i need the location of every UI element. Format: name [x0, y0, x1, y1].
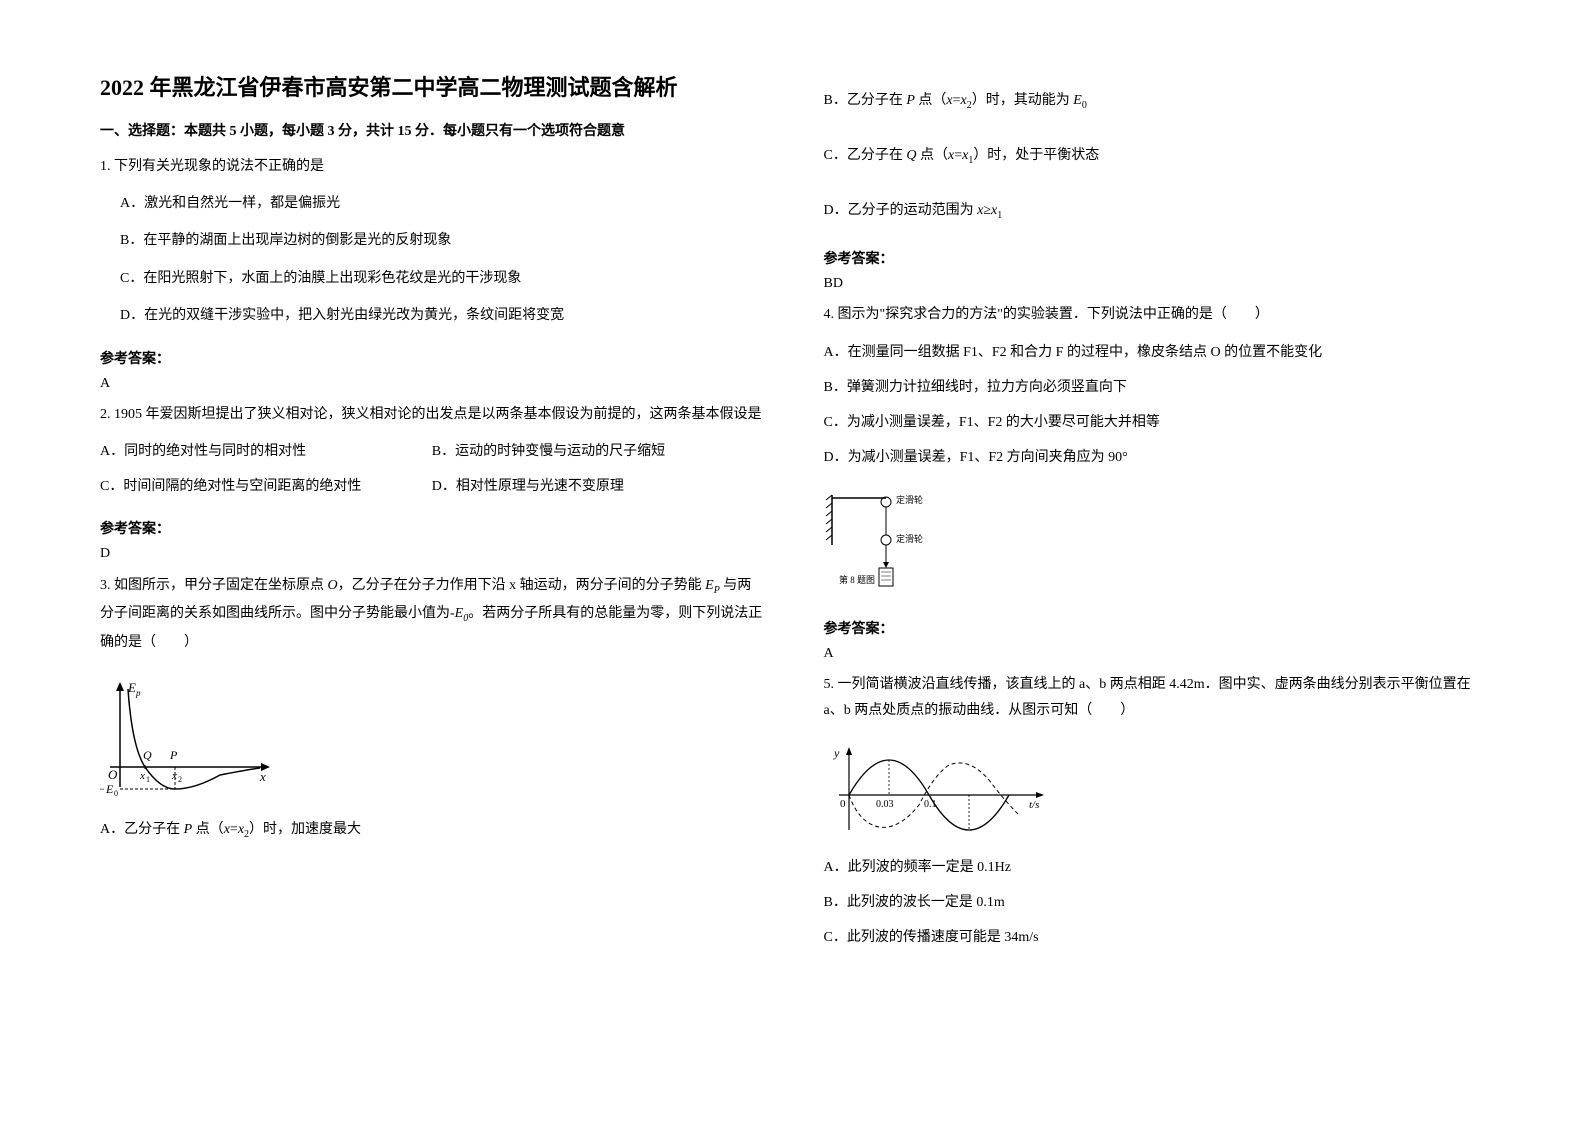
q3-optA-1: A．乙分子在	[100, 822, 184, 837]
q1-answer: A	[100, 376, 764, 392]
q4-figure: 定滑轮 定滑轮 第 8 题图	[824, 490, 1488, 600]
q3-chart: E p O Q P x 1 x 2 x − E 0	[100, 677, 280, 807]
q3-optB-E: E	[1073, 93, 1082, 108]
q3-text1: 3. 如图所示，甲分子固定在坐标原点	[100, 578, 328, 593]
q3-optA-eq: =	[230, 822, 238, 837]
q3-O: O	[328, 578, 338, 593]
q2-optD: D．相对性原理与光速不变原理	[432, 474, 764, 499]
q2-answer: D	[100, 546, 764, 562]
q3-optB: B．乙分子在 P 点（x=x2）时，其动能为 E0	[824, 88, 1488, 115]
q3-optA-3: ）时，加速度最大	[249, 822, 361, 837]
q3-optA-P: P	[184, 822, 193, 837]
svg-text:x: x	[139, 770, 145, 782]
q4-optB: B．弹簧测力计拉细线时，拉力方向必须竖直向下	[824, 375, 1488, 400]
q1-optD: D．在光的双缝干涉实验中，把入射光由绿光改为黄光，条纹间距将变宽	[120, 303, 764, 328]
svg-text:x: x	[259, 769, 266, 784]
q3-optB-P: P	[906, 93, 915, 108]
q5-intro: 5. 一列简谐横波沿直线传播，该直线上的 a、b 两点相距 4.42m．图中实、…	[824, 672, 1488, 722]
q3-figure: E p O Q P x 1 x 2 x − E 0	[100, 677, 764, 807]
q2-optB: B．运动的时钟变慢与运动的尺子缩短	[432, 439, 764, 464]
q3-answer: BD	[824, 276, 1488, 292]
q2-row2: C．时间间隔的绝对性与空间距离的绝对性 D．相对性原理与光速不变原理	[100, 474, 764, 499]
svg-text:1: 1	[146, 775, 150, 784]
q3-optC-2: 点（	[916, 148, 948, 163]
q4-optD: D．为减小测量误差，F1、F2 方向间夹角应为 90°	[824, 445, 1488, 470]
q3-optB-2: 点（	[915, 93, 947, 108]
q3-optC-1: C．乙分子在	[824, 148, 907, 163]
svg-text:定滑轮: 定滑轮	[896, 533, 923, 544]
svg-text:p: p	[135, 688, 141, 698]
q1-optB: B．在平静的湖面上出现岸边树的倒影是光的反射现象	[120, 228, 764, 253]
section-header: 一、选择题：本题共 5 小题，每小题 3 分，共计 15 分．每小题只有一个选项…	[100, 120, 764, 140]
right-column: B．乙分子在 P 点（x=x2）时，其动能为 E0 C．乙分子在 Q 点（x=x…	[824, 70, 1488, 1052]
q4-optA: A．在测量同一组数据 F1、F2 和合力 F 的过程中，橡皮条结点 O 的位置不…	[824, 340, 1488, 365]
svg-text:E: E	[105, 782, 114, 796]
q2-intro: 2. 1905 年爱因斯坦提出了狭义相对论，狭义相对论的出发点是以两条基本假设为…	[100, 402, 764, 427]
svg-text:x: x	[171, 770, 177, 782]
q2-optA: A．同时的绝对性与同时的相对性	[100, 439, 432, 464]
q3-intro: 3. 如图所示，甲分子固定在坐标原点 O，乙分子在分子力作用下沿 x 轴运动，两…	[100, 572, 764, 658]
svg-text:E: E	[127, 680, 136, 695]
q1-intro: 1. 下列有关光现象的说法不正确的是	[100, 154, 764, 179]
svg-text:O: O	[108, 767, 118, 782]
q4-optC: C．为减小测量误差，F1、F2 的大小要尽可能大并相等	[824, 410, 1488, 435]
svg-text:P: P	[169, 748, 178, 762]
q3-optD: D．乙分子的运动范围为 x≥x1	[824, 198, 1488, 225]
svg-text:y: y	[833, 746, 840, 760]
svg-text:0: 0	[840, 798, 846, 810]
q3-optB-1: B．乙分子在	[824, 93, 907, 108]
svg-text:0.1: 0.1	[924, 799, 937, 810]
q4-answer: A	[824, 646, 1488, 662]
q2-row1: A．同时的绝对性与同时的相对性 B．运动的时钟变慢与运动的尺子缩短	[100, 439, 764, 464]
q4-diagram: 定滑轮 定滑轮 第 8 题图	[824, 490, 954, 600]
q3-optB-3: ）时，其动能为	[972, 93, 1074, 108]
q5-chart: y 0 0.03 0.1 t/s	[824, 745, 1064, 845]
q1-optA: A．激光和自然光一样，都是偏振光	[120, 191, 764, 216]
q3-optB-sub0: 0	[1082, 100, 1087, 111]
q5-optA: A．此列波的频率一定是 0.1Hz	[824, 855, 1488, 880]
q3-optC: C．乙分子在 Q 点（x=x1）时，处于平衡状态	[824, 143, 1488, 170]
q3-answer-label: 参考答案：	[824, 248, 1488, 268]
svg-text:Q: Q	[143, 748, 152, 762]
svg-text:0: 0	[114, 789, 118, 798]
svg-text:0.03: 0.03	[876, 799, 894, 810]
svg-text:第 8 题图: 第 8 题图	[839, 574, 875, 585]
q3-optC-Q: Q	[906, 148, 916, 163]
q3-optD-sub1: 1	[997, 209, 1002, 220]
svg-text:t/s: t/s	[1029, 799, 1039, 811]
q4-answer-label: 参考答案：	[824, 618, 1488, 638]
q3-Ep: E	[705, 578, 714, 593]
q3-optB-eq: =	[953, 93, 961, 108]
q4-intro: 4. 图示为"探究求合力的方法"的实验装置．下列说法中正确的是（ ）	[824, 302, 1488, 327]
q2-optC: C．时间间隔的绝对性与空间距离的绝对性	[100, 474, 432, 499]
svg-text:2: 2	[178, 775, 182, 784]
svg-text:−: −	[100, 782, 105, 796]
q3-optC-eq: =	[954, 148, 962, 163]
q1-optC: C．在阳光照射下，水面上的油膜上出现彩色花纹是光的干涉现象	[120, 266, 764, 291]
q3-optA: A．乙分子在 P 点（x=x2）时，加速度最大	[100, 817, 764, 844]
q2-answer-label: 参考答案：	[100, 518, 764, 538]
q3-optC-3: ）时，处于平衡状态	[973, 148, 1099, 163]
q3-optA-2: 点（	[192, 822, 224, 837]
q5-optB: B．此列波的波长一定是 0.1m	[824, 890, 1488, 915]
q3-optD-1: D．乙分子的运动范围为	[824, 203, 978, 218]
q5-optC: C．此列波的传播速度可能是 34m/s	[824, 925, 1488, 950]
q1-answer-label: 参考答案：	[100, 348, 764, 368]
page-title: 2022 年黑龙江省伊春市高安第二中学高二物理测试题含解析	[100, 70, 764, 102]
q3-text2: ，乙分子在分子力作用下沿 x 轴运动，两分子间的分子势能	[338, 578, 706, 593]
left-column: 2022 年黑龙江省伊春市高安第二中学高二物理测试题含解析 一、选择题：本题共 …	[100, 70, 764, 1052]
q3-E0: -E	[450, 606, 463, 621]
svg-text:定滑轮: 定滑轮	[896, 494, 923, 505]
q3-optD-ge: ≥	[983, 203, 991, 218]
q5-figure: y 0 0.03 0.1 t/s	[824, 745, 1488, 845]
